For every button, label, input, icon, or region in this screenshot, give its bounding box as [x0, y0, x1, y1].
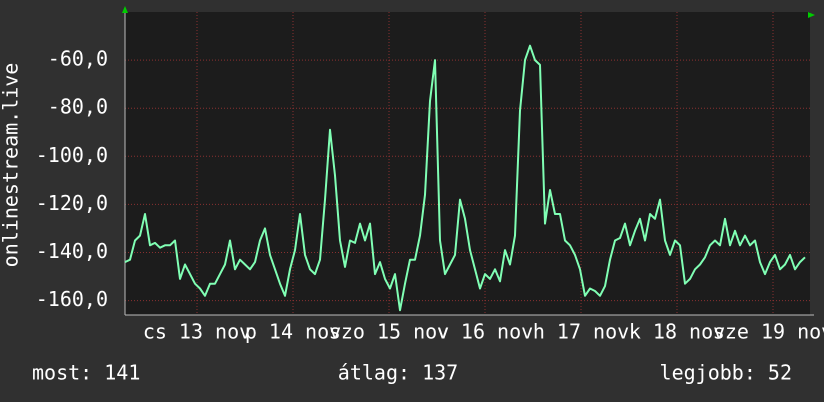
y-tick-label: -160,0 — [36, 287, 108, 311]
series-line — [124, 44, 806, 312]
x-tick-label: sze 19 nov — [713, 320, 824, 344]
y-tick-label: -120,0 — [36, 191, 108, 215]
x-tick-label: h 17 nov — [533, 320, 629, 344]
x-tick-label: cs 13 nov — [143, 320, 251, 344]
x-tick-label: p 14 nov — [245, 320, 341, 344]
stat-best: legjobb: 52 — [660, 361, 792, 385]
y-tick-label: -100,0 — [36, 143, 108, 167]
x-tick-label: szo 15 nov — [329, 320, 449, 344]
x-tick-label: v 16 nov — [437, 320, 533, 344]
axis-arrow — [122, 6, 128, 13]
axis-arrow — [808, 12, 815, 18]
y-tick-label: -60,0 — [48, 47, 108, 71]
y-tick-label: -80,0 — [48, 95, 108, 119]
y-axis-label: onlinestream.live — [0, 63, 23, 268]
y-tick-label: -140,0 — [36, 239, 108, 263]
grid — [125, 12, 810, 315]
stat-current: most: 141 — [32, 361, 140, 385]
x-tick-label: k 18 nov — [629, 320, 725, 344]
stat-average: átlag: 137 — [338, 361, 458, 385]
plot-area — [125, 12, 810, 315]
